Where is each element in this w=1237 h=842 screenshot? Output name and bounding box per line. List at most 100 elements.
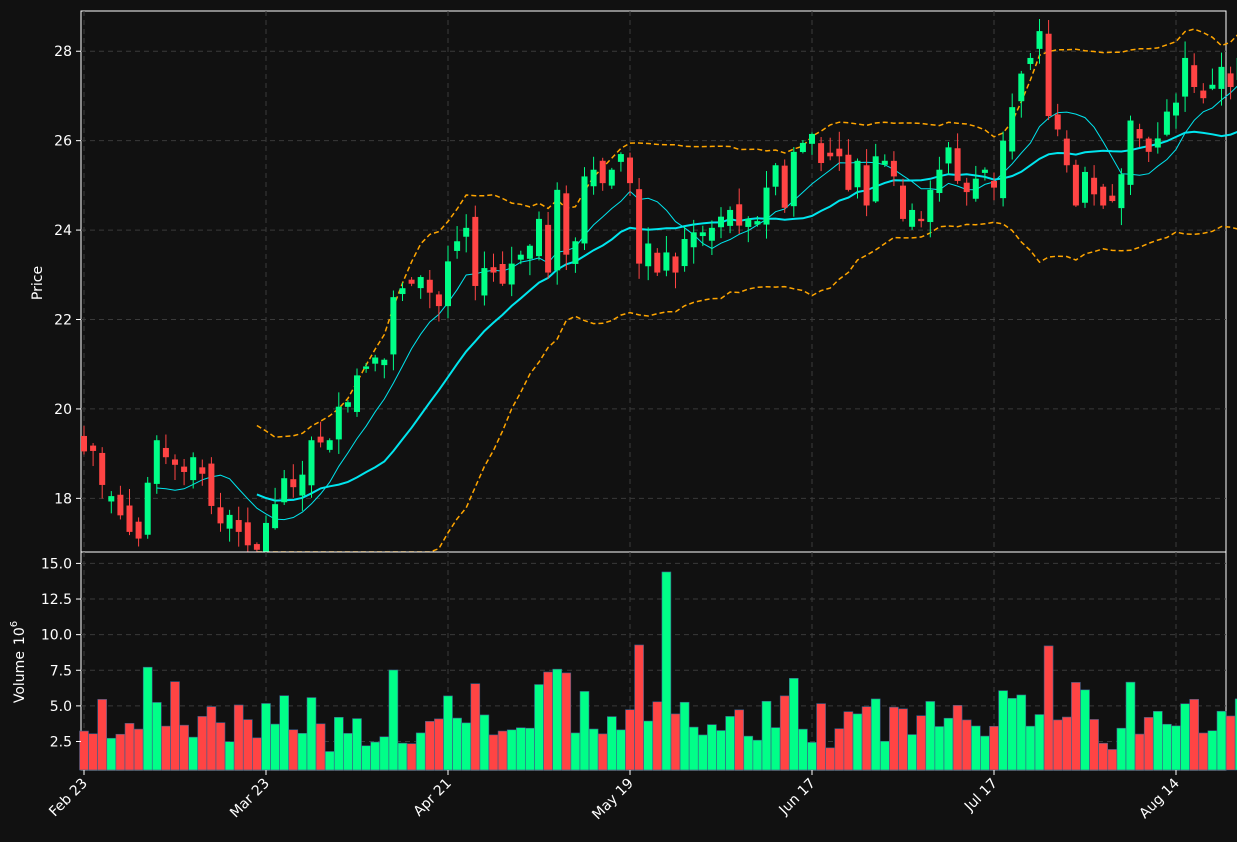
candle-down (244, 507, 251, 552)
volume-bar-down (288, 729, 299, 771)
candle-body (690, 232, 697, 248)
candle-down (636, 178, 643, 279)
candle-up (153, 435, 160, 494)
candle-body (381, 359, 388, 366)
candle-up (772, 163, 779, 196)
candle-up (872, 143, 879, 203)
candle-body (1082, 171, 1088, 203)
volume-bar-up (1025, 725, 1036, 771)
volume-bar-down (597, 733, 608, 771)
volume-y-ticks: 2.5 5.0 7.5 10.0 12.5 15.0 (41, 556, 81, 751)
candle-body (781, 165, 788, 208)
candle-up (372, 354, 379, 372)
candle-up (363, 362, 370, 373)
candle-down (1091, 165, 1098, 206)
candle-body (1209, 84, 1216, 89)
volume-bar-down (179, 724, 189, 771)
candle-down (1109, 184, 1116, 203)
candle-down (736, 188, 743, 234)
candle-body (799, 142, 806, 153)
candle-body (1045, 33, 1052, 117)
volume-bar-down (952, 704, 963, 771)
candle-up (790, 147, 797, 217)
candle-up (1154, 122, 1161, 154)
candle-body (244, 522, 251, 546)
volume-bar-up (106, 737, 117, 771)
candle-down (435, 291, 442, 322)
volume-bar-down (543, 671, 553, 771)
candle-up (326, 438, 333, 453)
candle-up (1127, 115, 1134, 196)
candle-body (1109, 195, 1116, 202)
candle-body (181, 466, 188, 472)
candle-body (517, 254, 524, 260)
candle-down (217, 492, 224, 532)
volume-bar-down (170, 681, 180, 771)
volume-bar-down (233, 704, 244, 771)
candle-up (727, 206, 734, 234)
volume-bar-down (1134, 733, 1145, 771)
candle-down (1227, 66, 1234, 100)
candle-body (718, 216, 724, 228)
candle-body (945, 147, 952, 164)
volume-bar-down (670, 713, 681, 771)
candle-body (317, 436, 324, 443)
candle-body (754, 221, 761, 225)
candle-body (608, 169, 615, 186)
candle-up (681, 226, 688, 272)
candle-body (1218, 66, 1225, 89)
volume-bar-up (925, 701, 936, 771)
candle-down (845, 139, 852, 192)
volume-bar-up (798, 728, 808, 771)
volume-bar-down (434, 718, 444, 771)
candle-body (699, 232, 706, 237)
candle-body (481, 268, 488, 296)
candle-up (690, 219, 697, 264)
candle-body (417, 277, 424, 289)
price-y-ticks: 18 20 22 24 26 28 (54, 44, 81, 507)
volume-bar-down (734, 709, 745, 771)
candle-up (299, 460, 306, 511)
volume-bar-up (807, 742, 817, 771)
candle-body (144, 482, 151, 535)
candle-body (426, 279, 433, 293)
volume-bar-up (333, 716, 344, 771)
candle-body (135, 521, 142, 539)
candle-up (1027, 53, 1034, 71)
price-panel-frame (80, 10, 1227, 553)
candle-body (463, 227, 470, 237)
volume-bar-up (570, 732, 581, 771)
candle-down (545, 211, 552, 279)
candle-down (1191, 53, 1198, 93)
volume-bar-up (852, 713, 863, 771)
volume-bar-down (1071, 682, 1081, 771)
volume-bar-down (916, 715, 927, 771)
volume-bar-up (716, 730, 726, 771)
candle-down (918, 211, 925, 228)
volume-bar-up (1034, 714, 1045, 771)
candle-up (481, 251, 488, 306)
candle-body (772, 165, 779, 187)
candle-body (1018, 73, 1025, 102)
volume-bar-up (943, 717, 954, 771)
candle-up (390, 290, 397, 371)
candle-body (1036, 31, 1043, 49)
candle-up (590, 156, 597, 195)
candle-body (900, 185, 906, 219)
candle-down (654, 248, 661, 276)
candle-up (1182, 41, 1189, 112)
volume-bar-down (834, 728, 845, 771)
volume-bar-up (970, 725, 981, 771)
candle-down (1063, 130, 1070, 173)
candle-up (1209, 68, 1216, 91)
candle-down (781, 159, 788, 213)
candle-body (599, 160, 606, 184)
candle-body (1227, 73, 1234, 88)
sma-fast-line (156, 85, 1237, 521)
candle-body (199, 467, 206, 474)
volume-bar-up (1016, 694, 1027, 771)
volume-bar-up (998, 690, 1008, 771)
candle-up (508, 246, 515, 297)
candle-body (827, 152, 834, 157)
